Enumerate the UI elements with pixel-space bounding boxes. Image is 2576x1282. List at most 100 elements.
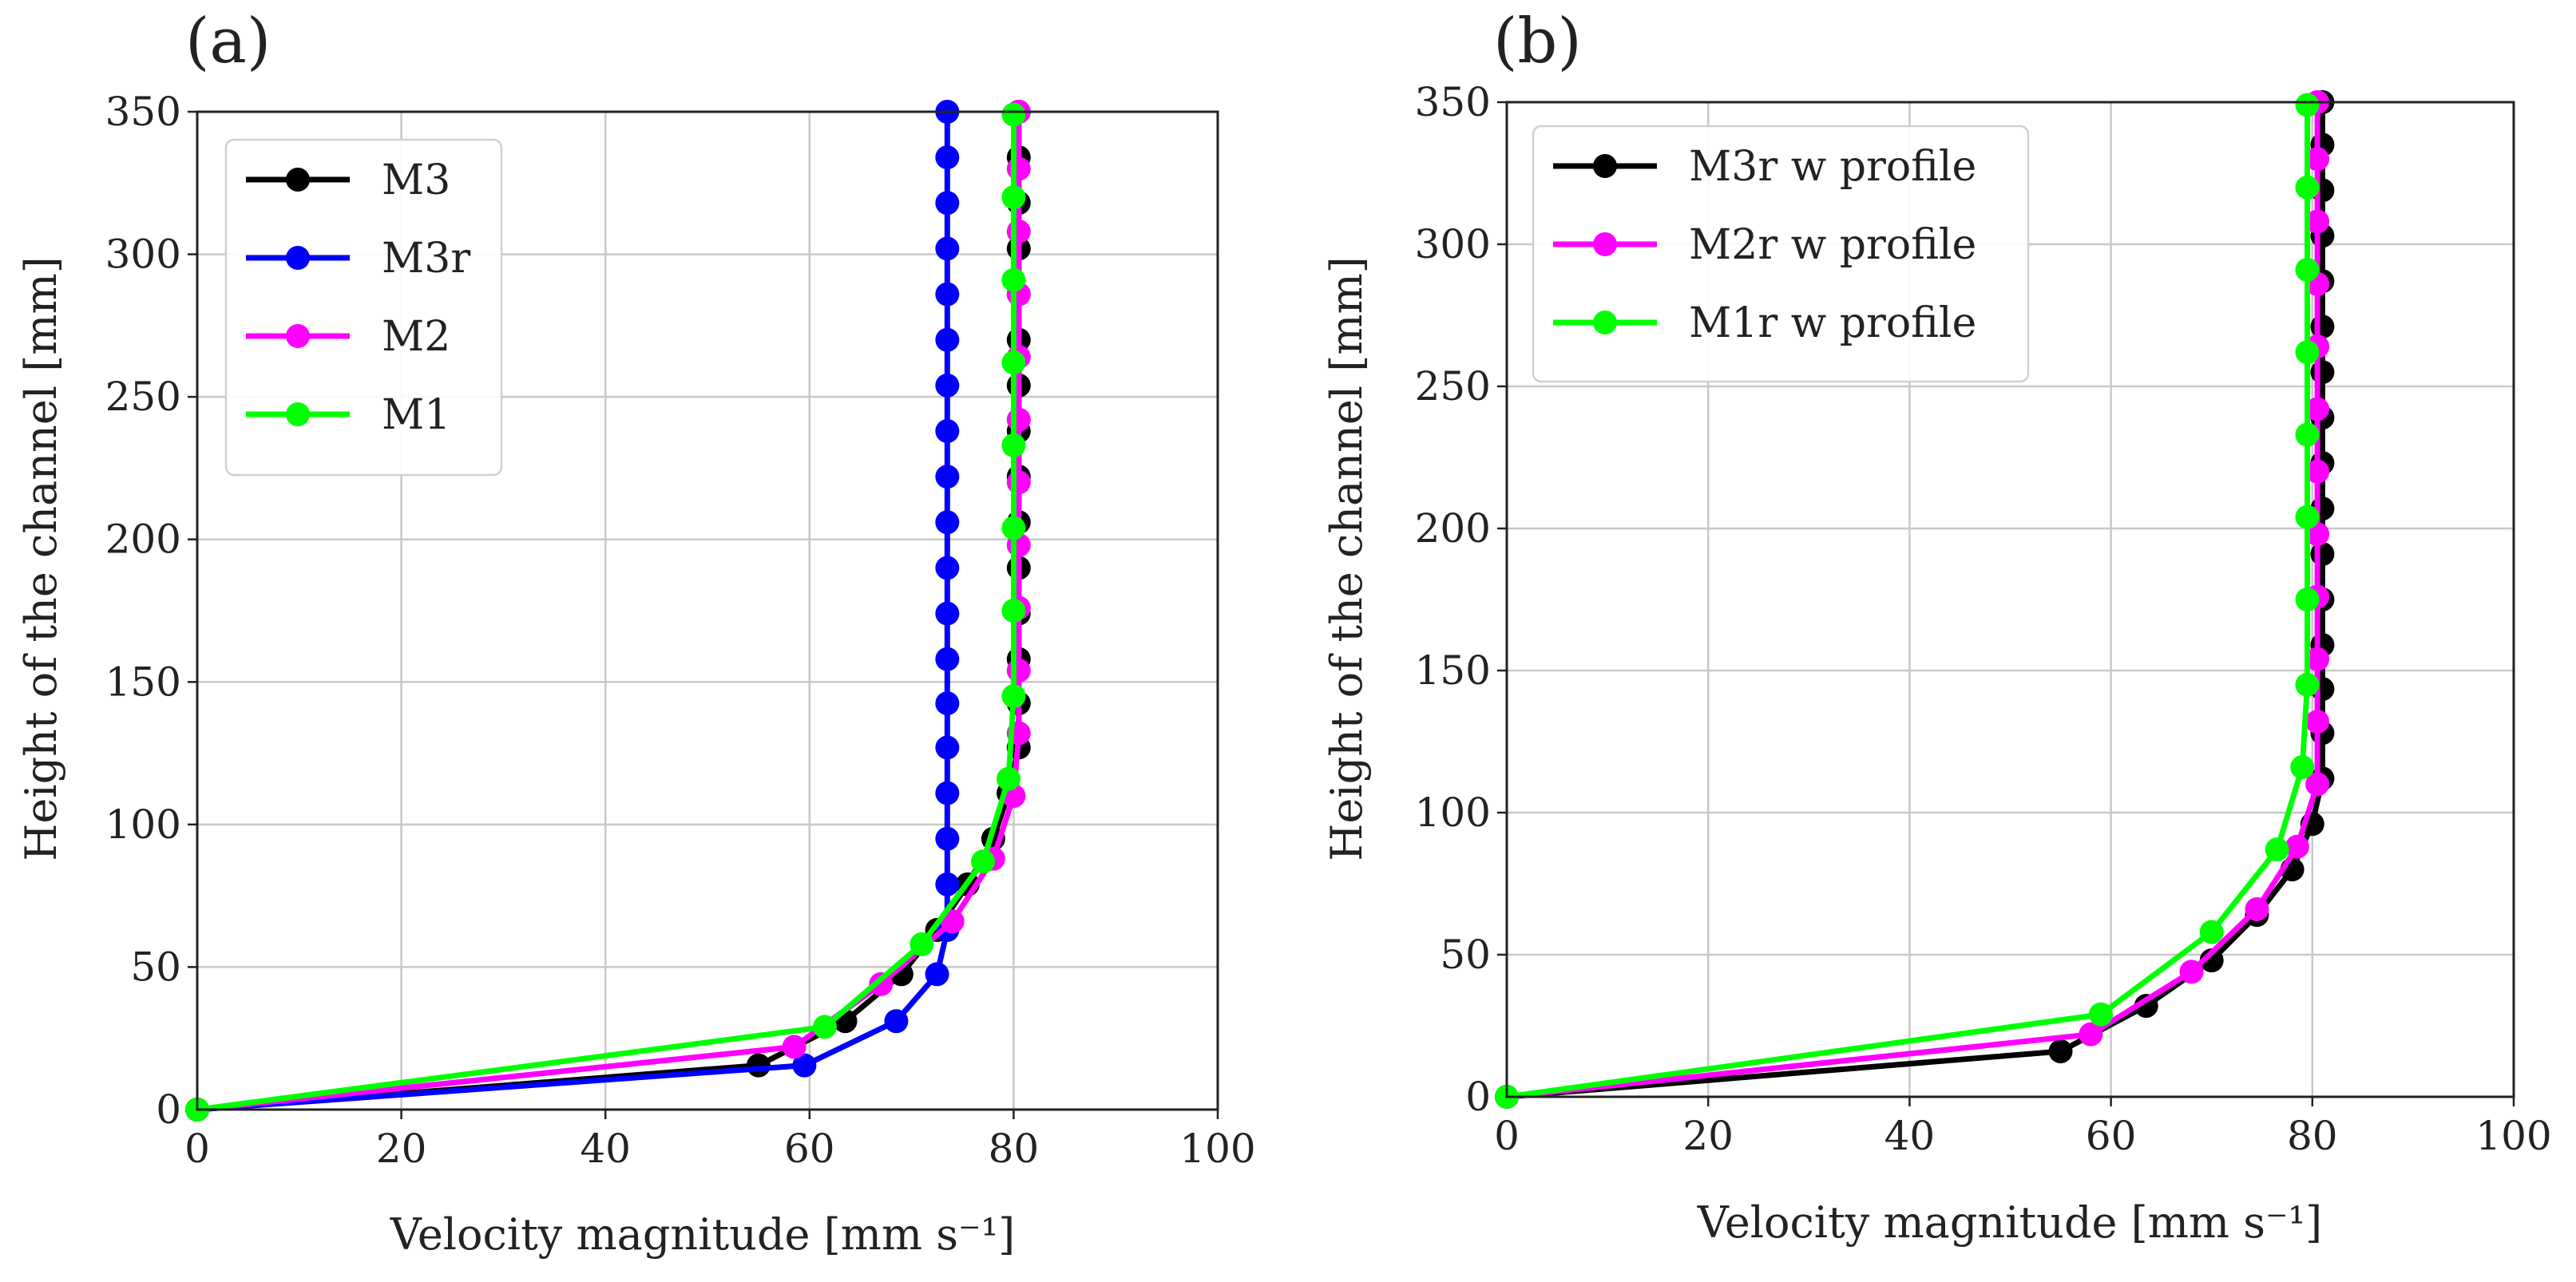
panel-a-legend-label: M3 xyxy=(382,156,450,204)
panel-a-data-point xyxy=(1001,185,1026,210)
panel-b-series-m1r-w-profile xyxy=(1495,93,2320,1109)
panel-b-data-point xyxy=(2305,459,2330,484)
panel-b-data-point xyxy=(2134,994,2158,1019)
panel-a-plot: 0 20 40 60 80 100 0 50 100 150 200 250 300 350 M3 M3r M2… xyxy=(105,89,1256,1172)
panel-b-y-tick-label: 200 xyxy=(1415,505,1491,552)
panel-b-data-point xyxy=(2295,175,2320,200)
panel-a-data-point xyxy=(869,971,894,996)
panel-b-data-point xyxy=(2295,340,2320,365)
panel-b-data-point xyxy=(2290,755,2315,780)
panel-b-plot-frame xyxy=(1505,101,2515,1098)
panel-a-data-point xyxy=(935,647,960,671)
panel-a-y-tick-label: 300 xyxy=(105,231,181,278)
panel-a-data-point xyxy=(935,510,960,535)
panel-a-y-tick-label: 200 xyxy=(105,516,181,563)
panel-b-legend-label: M3r w profile xyxy=(1689,143,1976,191)
panel-a-data-point xyxy=(935,191,960,216)
panel-a-series-m1 xyxy=(185,102,1026,1122)
panel-a-data-point xyxy=(935,691,960,716)
panel-b-data-point xyxy=(2305,209,2330,234)
panel-a-data-point xyxy=(1001,350,1026,375)
panel-a-data-point xyxy=(884,1009,909,1034)
panel-a-data-point xyxy=(935,373,960,398)
panel-a-data-point xyxy=(1006,470,1031,495)
panel-a-data-point xyxy=(1001,684,1026,709)
panel-b-legend-marker xyxy=(1593,154,1617,178)
panel-a-series-m3r xyxy=(185,100,960,1122)
panel-a-data-point xyxy=(910,932,934,956)
panel-a-data-point xyxy=(1006,156,1031,181)
panel-a-data-point xyxy=(782,1035,806,1059)
panel-a-data-point xyxy=(971,849,996,874)
panel-a-data-point xyxy=(1001,102,1026,127)
panel-b-data-point xyxy=(2310,315,2335,339)
panel-b-data-point xyxy=(2305,772,2330,797)
panel-a-y-tick-label: 150 xyxy=(105,659,181,705)
panel-b-data-point xyxy=(2199,920,2224,944)
panel-b-legend-box xyxy=(1532,125,2030,383)
panel-a-data-point xyxy=(1001,267,1026,292)
panel-a-data-point xyxy=(1001,516,1026,540)
panel-a-data-point xyxy=(935,872,960,896)
panel-b-data-point xyxy=(2285,834,2309,859)
panel-a-data-point xyxy=(1001,433,1026,457)
panel-a-data-point xyxy=(935,826,960,851)
panel-a-legend-marker xyxy=(286,246,310,270)
panel-b-data-point xyxy=(2088,1002,2113,1027)
panel-a-x-tick-label: 80 xyxy=(989,1126,1040,1172)
panel-a-plot-frame xyxy=(196,110,1219,1111)
panel-a-legend-marker xyxy=(286,168,310,192)
panel-b-legend-label: M1r w profile xyxy=(1689,299,1976,347)
panel-b-x-tick-label: 100 xyxy=(2475,1113,2551,1159)
panel-b-data-point xyxy=(2079,1022,2103,1047)
panel-b-legend-label: M2r w profile xyxy=(1689,221,1976,269)
panel-b-data-point xyxy=(2295,672,2320,697)
panel-b-legend: M3r w profile M2r w profile M1r w profile xyxy=(1532,125,2030,383)
panel-b-plot: 0 20 40 60 80 100 0 50 100 150 200 250 300 350 M3r w p… xyxy=(1415,79,2552,1159)
panel-b-label: (b) xyxy=(1493,6,1582,77)
panel-b-y-axis-label: Height of the channel [mm] xyxy=(1322,256,1372,861)
panel-a-data-point xyxy=(935,601,960,626)
panel-a-data-point xyxy=(792,1053,817,1078)
panel-b-x-tick-label: 0 xyxy=(1494,1113,1520,1159)
panel-a-x-tick-label: 60 xyxy=(784,1126,835,1172)
panel-a-data-point xyxy=(935,145,960,170)
panel-a-y-tick-label: 100 xyxy=(105,801,181,848)
panel-b-legend-marker xyxy=(1593,232,1617,256)
panel-b-y-tick-label: 50 xyxy=(1440,932,1491,978)
panel-a-data-point xyxy=(1006,407,1031,432)
panel-a-label: (a) xyxy=(185,6,271,77)
panel-a-data-point xyxy=(1001,599,1026,623)
panel-a-data-point xyxy=(935,282,960,307)
panel-a-x-tick-label: 20 xyxy=(376,1126,427,1172)
panel-a-data-point xyxy=(997,766,1021,791)
panel-a-y-tick-label: 50 xyxy=(130,944,181,990)
panel-a-x-tick-label: 100 xyxy=(1179,1126,1255,1172)
panel-a-data-point xyxy=(1006,659,1031,683)
panel-b-data-point xyxy=(2305,647,2330,671)
panel-b-data-point xyxy=(2295,258,2320,283)
panel-a-legend-marker xyxy=(286,324,310,348)
panel-b-y-tick-label: 350 xyxy=(1415,79,1491,125)
panel-b: (b) 0 20 40 60 80 100 0 50 100 150 200 250 300 350 M3r… xyxy=(1322,6,2552,1248)
panel-b-data-point xyxy=(2245,897,2269,922)
panel-b-legend-marker xyxy=(1593,311,1617,334)
panel-b-y-tick-label: 150 xyxy=(1415,647,1491,694)
panel-b-x-tick-label: 60 xyxy=(2086,1113,2137,1159)
panel-a-data-point xyxy=(935,465,960,489)
panel-b-data-point xyxy=(2265,837,2289,862)
panel-b-y-tick-label: 0 xyxy=(1465,1074,1491,1120)
panel-a-data-point xyxy=(935,781,960,805)
panel-b-x-axis-label: Velocity magnitude [mm s⁻¹] xyxy=(1697,1197,2322,1248)
panel-b-data-point xyxy=(2295,504,2320,529)
panel-b-data-point xyxy=(2295,93,2320,117)
panel-a-legend-label: M3r xyxy=(382,235,470,283)
panel-a-data-point xyxy=(812,1015,837,1039)
panel-a-legend-box xyxy=(224,138,503,477)
panel-b-x-tick-label: 40 xyxy=(1884,1113,1936,1159)
panel-a-legend: M3 M3r M2 M1 xyxy=(224,138,503,477)
panel-a-y-tick-label: 250 xyxy=(105,374,181,420)
panel-b-x-tick-label: 20 xyxy=(1682,1113,1734,1159)
panel-b-y-tick-label: 250 xyxy=(1415,363,1491,410)
panel-b-data-point xyxy=(2295,422,2320,447)
